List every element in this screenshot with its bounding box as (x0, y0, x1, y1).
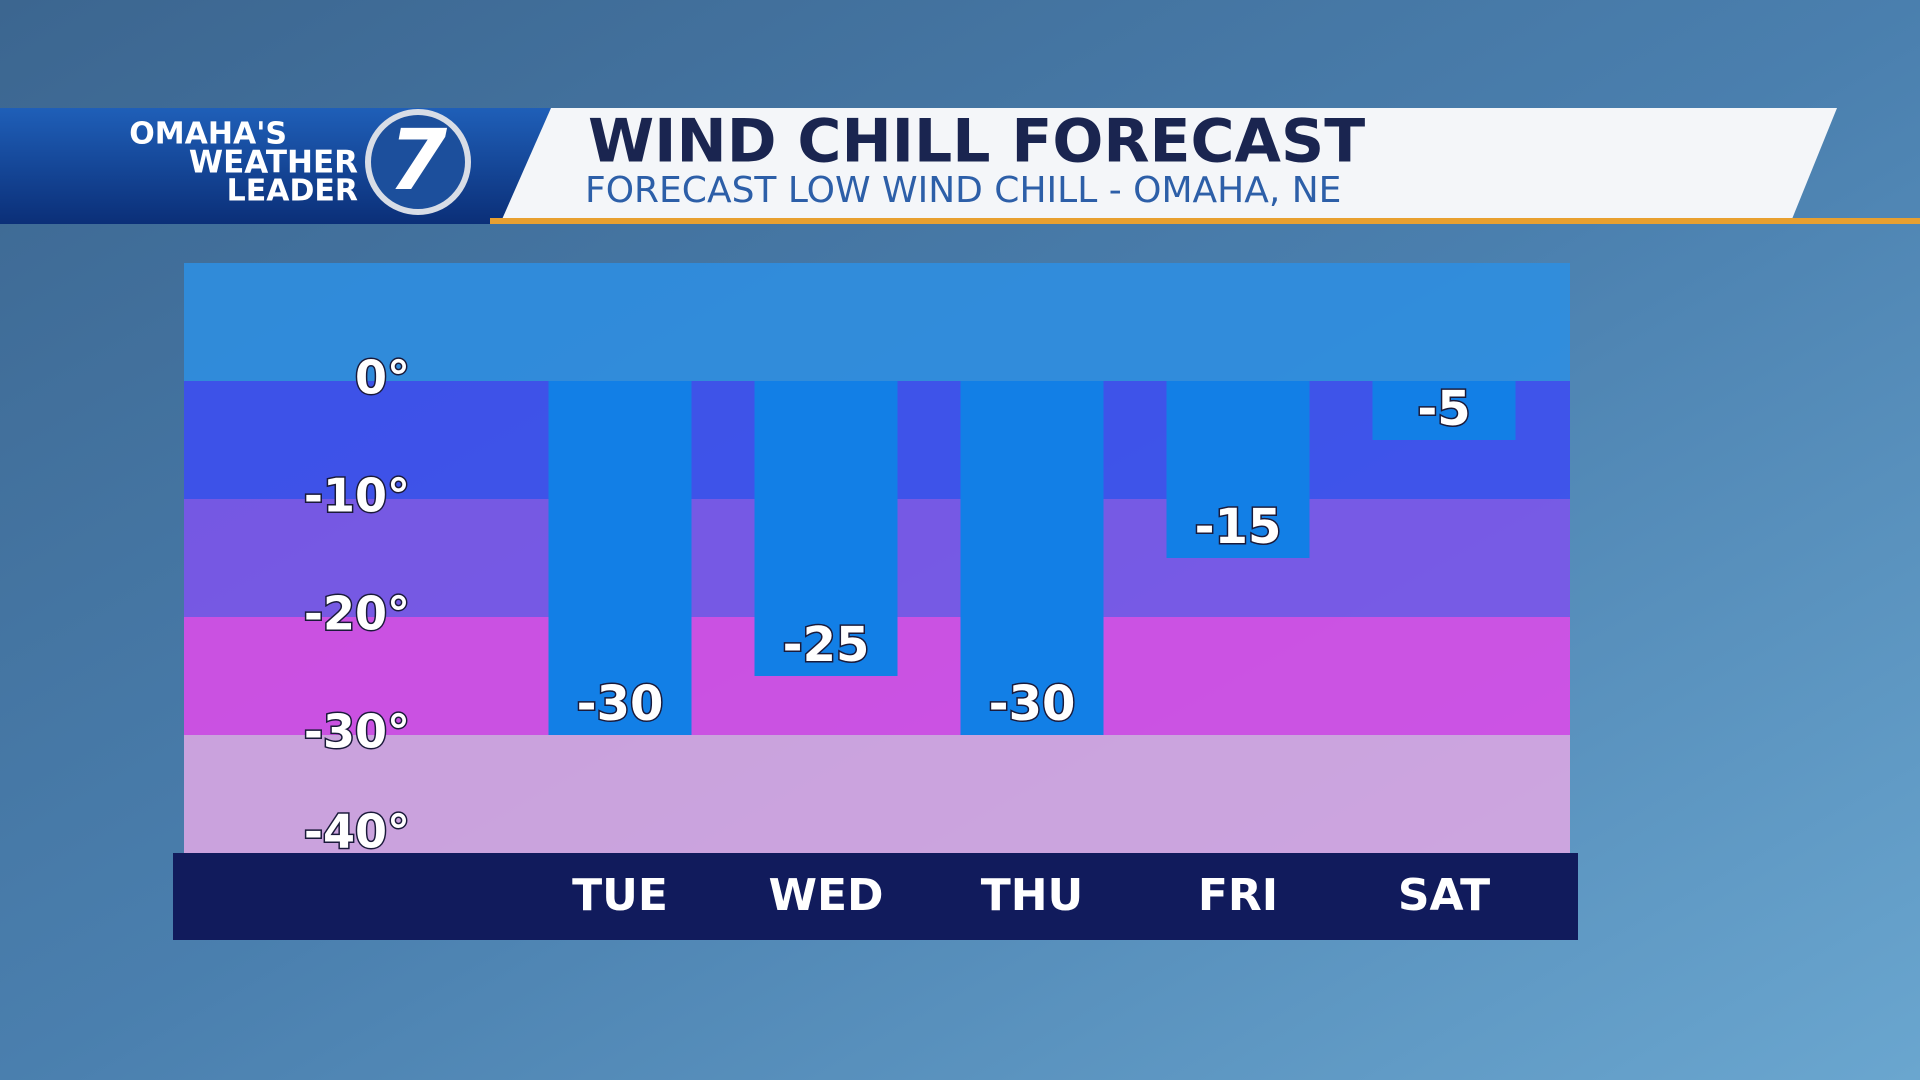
value-label: -25 (783, 617, 870, 673)
temperature-band (184, 735, 1570, 853)
chart-title: WIND CHILL FORECAST (588, 107, 1365, 177)
x-tick-label: FRI (1198, 870, 1278, 921)
x-tick-label: WED (768, 870, 883, 921)
temperature-band (184, 263, 1570, 381)
logo-badge (365, 109, 471, 215)
value-label: -15 (1195, 499, 1282, 555)
logo-line: OMAHA'S (129, 117, 287, 152)
chart-subtitle: FORECAST LOW WIND CHILL - OMAHA, NE (585, 170, 1341, 211)
logo-number: 7 (389, 111, 448, 209)
bar (548, 381, 692, 735)
value-label: -5 (1417, 381, 1470, 437)
value-label: -30 (989, 676, 1076, 732)
x-tick-label: THU (981, 870, 1084, 921)
value-label: -30 (577, 676, 664, 732)
y-tick-label: -30° (304, 705, 410, 759)
title-panel (500, 108, 1837, 224)
x-tick-label: TUE (572, 870, 668, 921)
y-tick-label: 0° (355, 351, 410, 405)
bar (1166, 381, 1310, 558)
header-rule (490, 218, 1920, 224)
bar (1372, 381, 1516, 440)
bar (960, 381, 1104, 735)
category-strip (173, 853, 1578, 940)
y-tick-label: -10° (304, 469, 410, 523)
logo-line: LEADER (227, 174, 358, 209)
bar (754, 381, 898, 676)
logo-line: WEATHER (189, 145, 358, 181)
y-tick-label: -20° (304, 587, 410, 641)
y-tick-label: -40° (304, 805, 410, 859)
x-tick-label: SAT (1398, 870, 1490, 921)
